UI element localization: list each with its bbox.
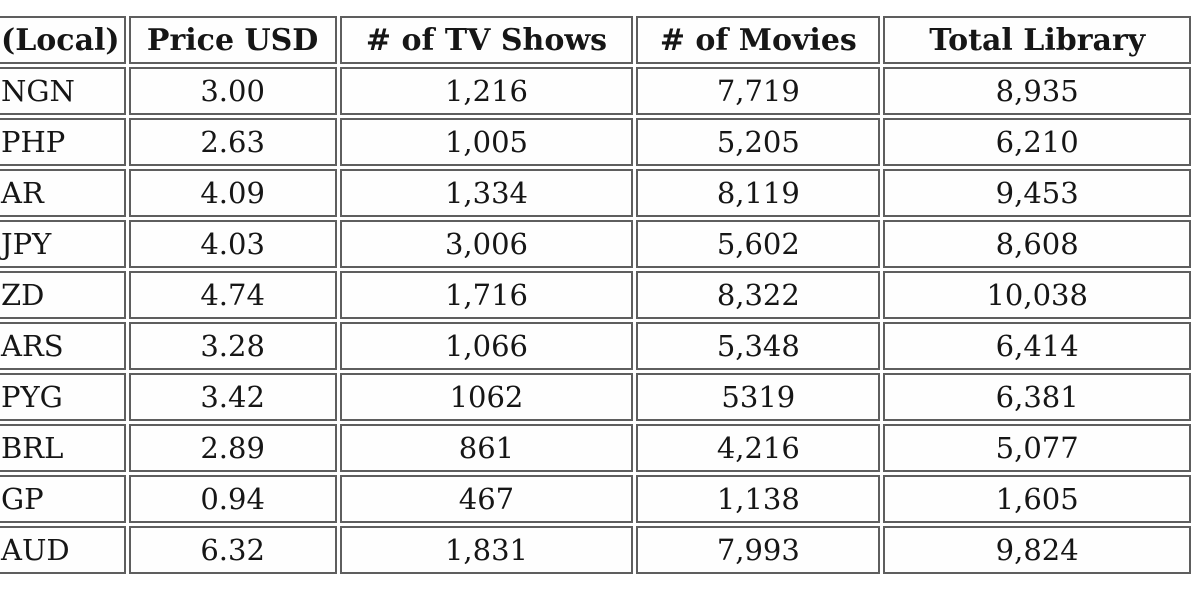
table-header-row: (Local) Price USD # of TV Shows # of Mov… [0, 16, 1191, 64]
table-row: AR 4.09 1,334 8,119 9,453 [0, 169, 1191, 217]
cell-total-library: 1,605 [883, 475, 1191, 523]
table-row: NGN 3.00 1,216 7,719 8,935 [0, 67, 1191, 115]
cell-tv-shows: 1,216 [339, 67, 634, 115]
cell-currency: ZD [0, 271, 126, 319]
table-row: BRL 2.89 861 4,216 5,077 [0, 424, 1191, 472]
header-movies: # of Movies [636, 16, 881, 64]
table-row: GP 0.94 467 1,138 1,605 [0, 475, 1191, 523]
cell-tv-shows: 1062 [339, 373, 634, 421]
cell-price-usd: 4.09 [128, 169, 337, 217]
cell-currency: NGN [0, 67, 126, 115]
cell-movies: 8,322 [636, 271, 881, 319]
table-row: PHP 2.63 1,005 5,205 6,210 [0, 118, 1191, 166]
cell-total-library: 5,077 [883, 424, 1191, 472]
cell-price-usd: 3.42 [128, 373, 337, 421]
header-price-local: (Local) [0, 16, 126, 64]
cell-tv-shows: 3,006 [339, 220, 634, 268]
cell-total-library: 9,453 [883, 169, 1191, 217]
table-row: PYG 3.42 1062 5319 6,381 [0, 373, 1191, 421]
cell-tv-shows: 1,066 [339, 322, 634, 370]
cell-movies: 7,993 [636, 526, 881, 574]
cell-price-usd: 0.94 [128, 475, 337, 523]
cell-price-usd: 2.89 [128, 424, 337, 472]
cell-tv-shows: 1,831 [339, 526, 634, 574]
cell-price-usd: 3.00 [128, 67, 337, 115]
header-price-usd: Price USD [128, 16, 337, 64]
cell-total-library: 6,210 [883, 118, 1191, 166]
cell-price-usd: 3.28 [128, 322, 337, 370]
cell-currency: PYG [0, 373, 126, 421]
cell-currency: JPY [0, 220, 126, 268]
cell-currency: BRL [0, 424, 126, 472]
cell-total-library: 6,414 [883, 322, 1191, 370]
cell-price-usd: 4.03 [128, 220, 337, 268]
cell-movies: 5,602 [636, 220, 881, 268]
table-row: ZD 4.74 1,716 8,322 10,038 [0, 271, 1191, 319]
cell-price-usd: 2.63 [128, 118, 337, 166]
cell-movies: 5319 [636, 373, 881, 421]
cell-tv-shows: 1,334 [339, 169, 634, 217]
header-total-library: Total Library [883, 16, 1191, 64]
cell-total-library: 8,935 [883, 67, 1191, 115]
cell-tv-shows: 861 [339, 424, 634, 472]
cell-currency: AUD [0, 526, 126, 574]
pricing-library-table: (Local) Price USD # of TV Shows # of Mov… [0, 13, 1194, 577]
cell-total-library: 9,824 [883, 526, 1191, 574]
cell-currency: AR [0, 169, 126, 217]
table-row: ARS 3.28 1,066 5,348 6,414 [0, 322, 1191, 370]
cell-tv-shows: 1,005 [339, 118, 634, 166]
table-row: JPY 4.03 3,006 5,602 8,608 [0, 220, 1191, 268]
cell-movies: 1,138 [636, 475, 881, 523]
cell-total-library: 10,038 [883, 271, 1191, 319]
cell-movies: 4,216 [636, 424, 881, 472]
cell-tv-shows: 467 [339, 475, 634, 523]
cell-total-library: 6,381 [883, 373, 1191, 421]
cell-currency: ARS [0, 322, 126, 370]
table-body: NGN 3.00 1,216 7,719 8,935 PHP 2.63 1,00… [0, 67, 1191, 574]
cell-price-usd: 6.32 [128, 526, 337, 574]
cell-price-usd: 4.74 [128, 271, 337, 319]
header-tv-shows: # of TV Shows [339, 16, 634, 64]
cell-currency: PHP [0, 118, 126, 166]
cell-movies: 7,719 [636, 67, 881, 115]
cell-tv-shows: 1,716 [339, 271, 634, 319]
cell-movies: 8,119 [636, 169, 881, 217]
cell-currency: GP [0, 475, 126, 523]
cell-movies: 5,348 [636, 322, 881, 370]
cell-movies: 5,205 [636, 118, 881, 166]
cell-total-library: 8,608 [883, 220, 1191, 268]
table-row: AUD 6.32 1,831 7,993 9,824 [0, 526, 1191, 574]
